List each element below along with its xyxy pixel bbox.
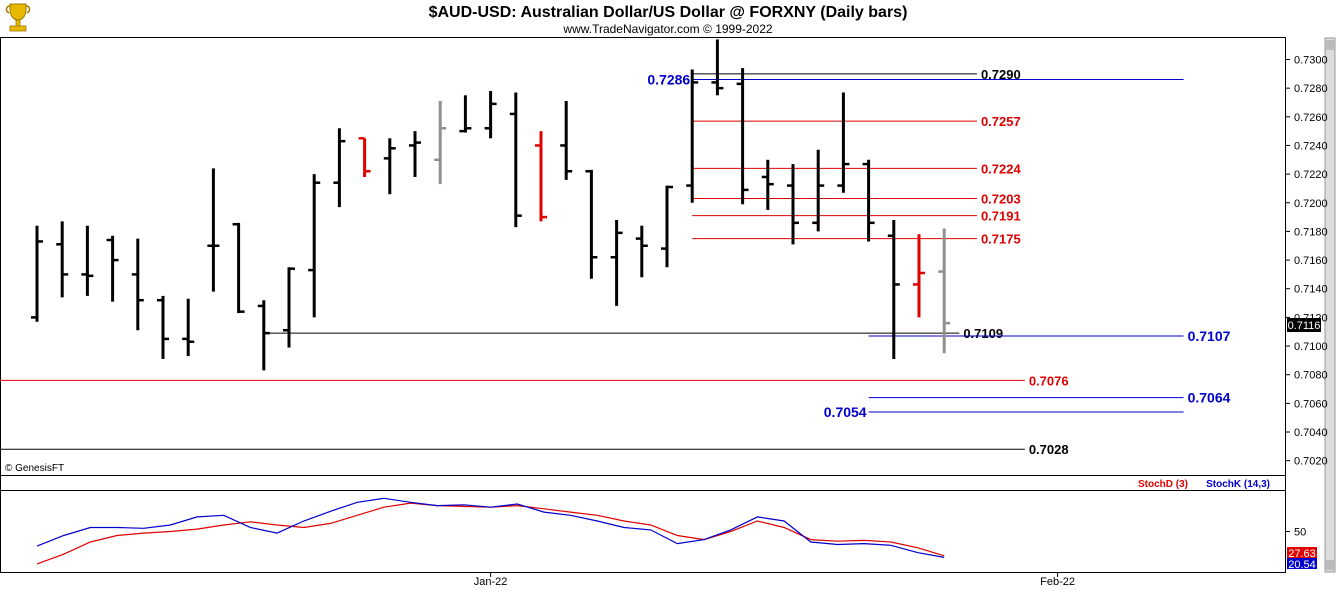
ohlc-bar (409, 131, 421, 177)
ohlc-bar (283, 267, 295, 348)
y-tick-label: 0.7300 (1294, 54, 1328, 66)
trophy-icon (5, 3, 31, 32)
chart-title: $AUD-USD: Australian Dollar/US Dollar @ … (429, 4, 908, 21)
level-label: 0.7290 (981, 67, 1021, 82)
y-tick-label: 0.7080 (1294, 370, 1328, 382)
level-label: 0.7028 (1029, 442, 1069, 457)
stoch-d-last-label: 27.63 (1288, 548, 1316, 560)
y-tick-label: 0.7260 (1294, 112, 1328, 124)
stoch-k-last-tag: 20.54 (1287, 558, 1317, 571)
y-tick-label: 0.7020 (1294, 456, 1328, 468)
y-tick-label: 0.7280 (1294, 83, 1328, 95)
y-tick-label: 0.7140 (1294, 284, 1328, 296)
level-label: 0.7203 (981, 191, 1021, 206)
legend-stoch-k: StochK (14,3) (1206, 479, 1270, 490)
legend-stoch-d: StochD (3) (1138, 479, 1188, 490)
ohlc-bar (81, 225, 94, 296)
ohlc-bar (56, 221, 69, 298)
ohlc-bar (887, 219, 900, 359)
ohlc-bar (232, 222, 245, 314)
ohlc-bar (383, 138, 396, 195)
y-tick-label: 0.7100 (1294, 341, 1328, 353)
chart-subtitle: www.TradeNavigator.com © 1999-2022 (562, 22, 772, 36)
y-tick-label: 0.7180 (1294, 226, 1328, 238)
last-price-label: 0.7116 (1288, 320, 1321, 332)
level-label: 0.7191 (981, 209, 1021, 224)
level-label: 0.7224 (981, 161, 1022, 176)
ohlc-bar (635, 225, 648, 278)
ohlc-bar (913, 234, 925, 318)
level-label: 0.7257 (981, 114, 1021, 129)
level-label: 0.7054 (824, 404, 867, 420)
stoch-k-last-label: 20.54 (1288, 559, 1316, 571)
ohlc-bar (509, 92, 522, 228)
stoch-d-last-tag: 27.63 (1287, 547, 1317, 560)
ohlc-bar (585, 169, 598, 279)
ohlc-bar (535, 131, 547, 222)
ohlc-bar (434, 101, 447, 185)
ohlc-bar (787, 164, 799, 245)
stoch-tick-label: 50 (1294, 527, 1306, 539)
ohlc-bar (31, 225, 43, 322)
y-tick-label: 0.7060 (1294, 398, 1328, 410)
ohlc-bar (837, 92, 850, 193)
x-tick-label: Feb-22 (1040, 576, 1075, 588)
ohlc-bar (157, 295, 169, 359)
ohlc-bar (257, 300, 270, 371)
last-price-tag: 0.7116 (1287, 318, 1321, 332)
stoch-series-line (36, 502, 945, 565)
ohlc-bar (459, 95, 472, 133)
ohlc-bar (358, 137, 371, 177)
level-label: 0.7064 (1188, 390, 1231, 406)
y-tick-label: 0.7040 (1294, 427, 1328, 439)
x-tick-label: Jan-22 (474, 576, 508, 588)
ohlc-bar (106, 235, 119, 302)
ohlc-bar (711, 39, 724, 96)
ohlc-bar (610, 219, 623, 306)
ohlc-bar (812, 149, 825, 232)
level-label: 0.7109 (963, 326, 1003, 341)
ohlc-bar (484, 91, 497, 139)
level-label: 0.7076 (1029, 373, 1069, 388)
ohlc-bar (308, 174, 321, 318)
y-tick-label: 0.7200 (1294, 198, 1328, 210)
ohlc-bar (182, 298, 195, 357)
ohlc-bar (207, 168, 220, 292)
y-tick-label: 0.7160 (1294, 255, 1328, 267)
y-tick-label: 0.7240 (1294, 140, 1328, 152)
ohlc-bar (560, 101, 573, 180)
copyright-label: © GenesisFT (5, 463, 64, 474)
ohlc-bar (333, 128, 346, 208)
scrollbar[interactable] (1324, 37, 1336, 573)
ohlc-bar (131, 238, 144, 331)
level-label: 0.7286 (647, 72, 690, 88)
y-tick-label: 0.7220 (1294, 169, 1328, 181)
level-label: 0.7107 (1188, 328, 1231, 344)
ohlc-bar (661, 185, 673, 268)
ohlc-bar (862, 159, 875, 242)
ohlc-bar (938, 228, 951, 354)
ohlc-bar (736, 68, 749, 205)
stoch-series-line (36, 497, 945, 558)
level-label: 0.7175 (981, 232, 1021, 247)
ohlc-bar (686, 69, 699, 203)
ohlc-bar (761, 159, 774, 210)
